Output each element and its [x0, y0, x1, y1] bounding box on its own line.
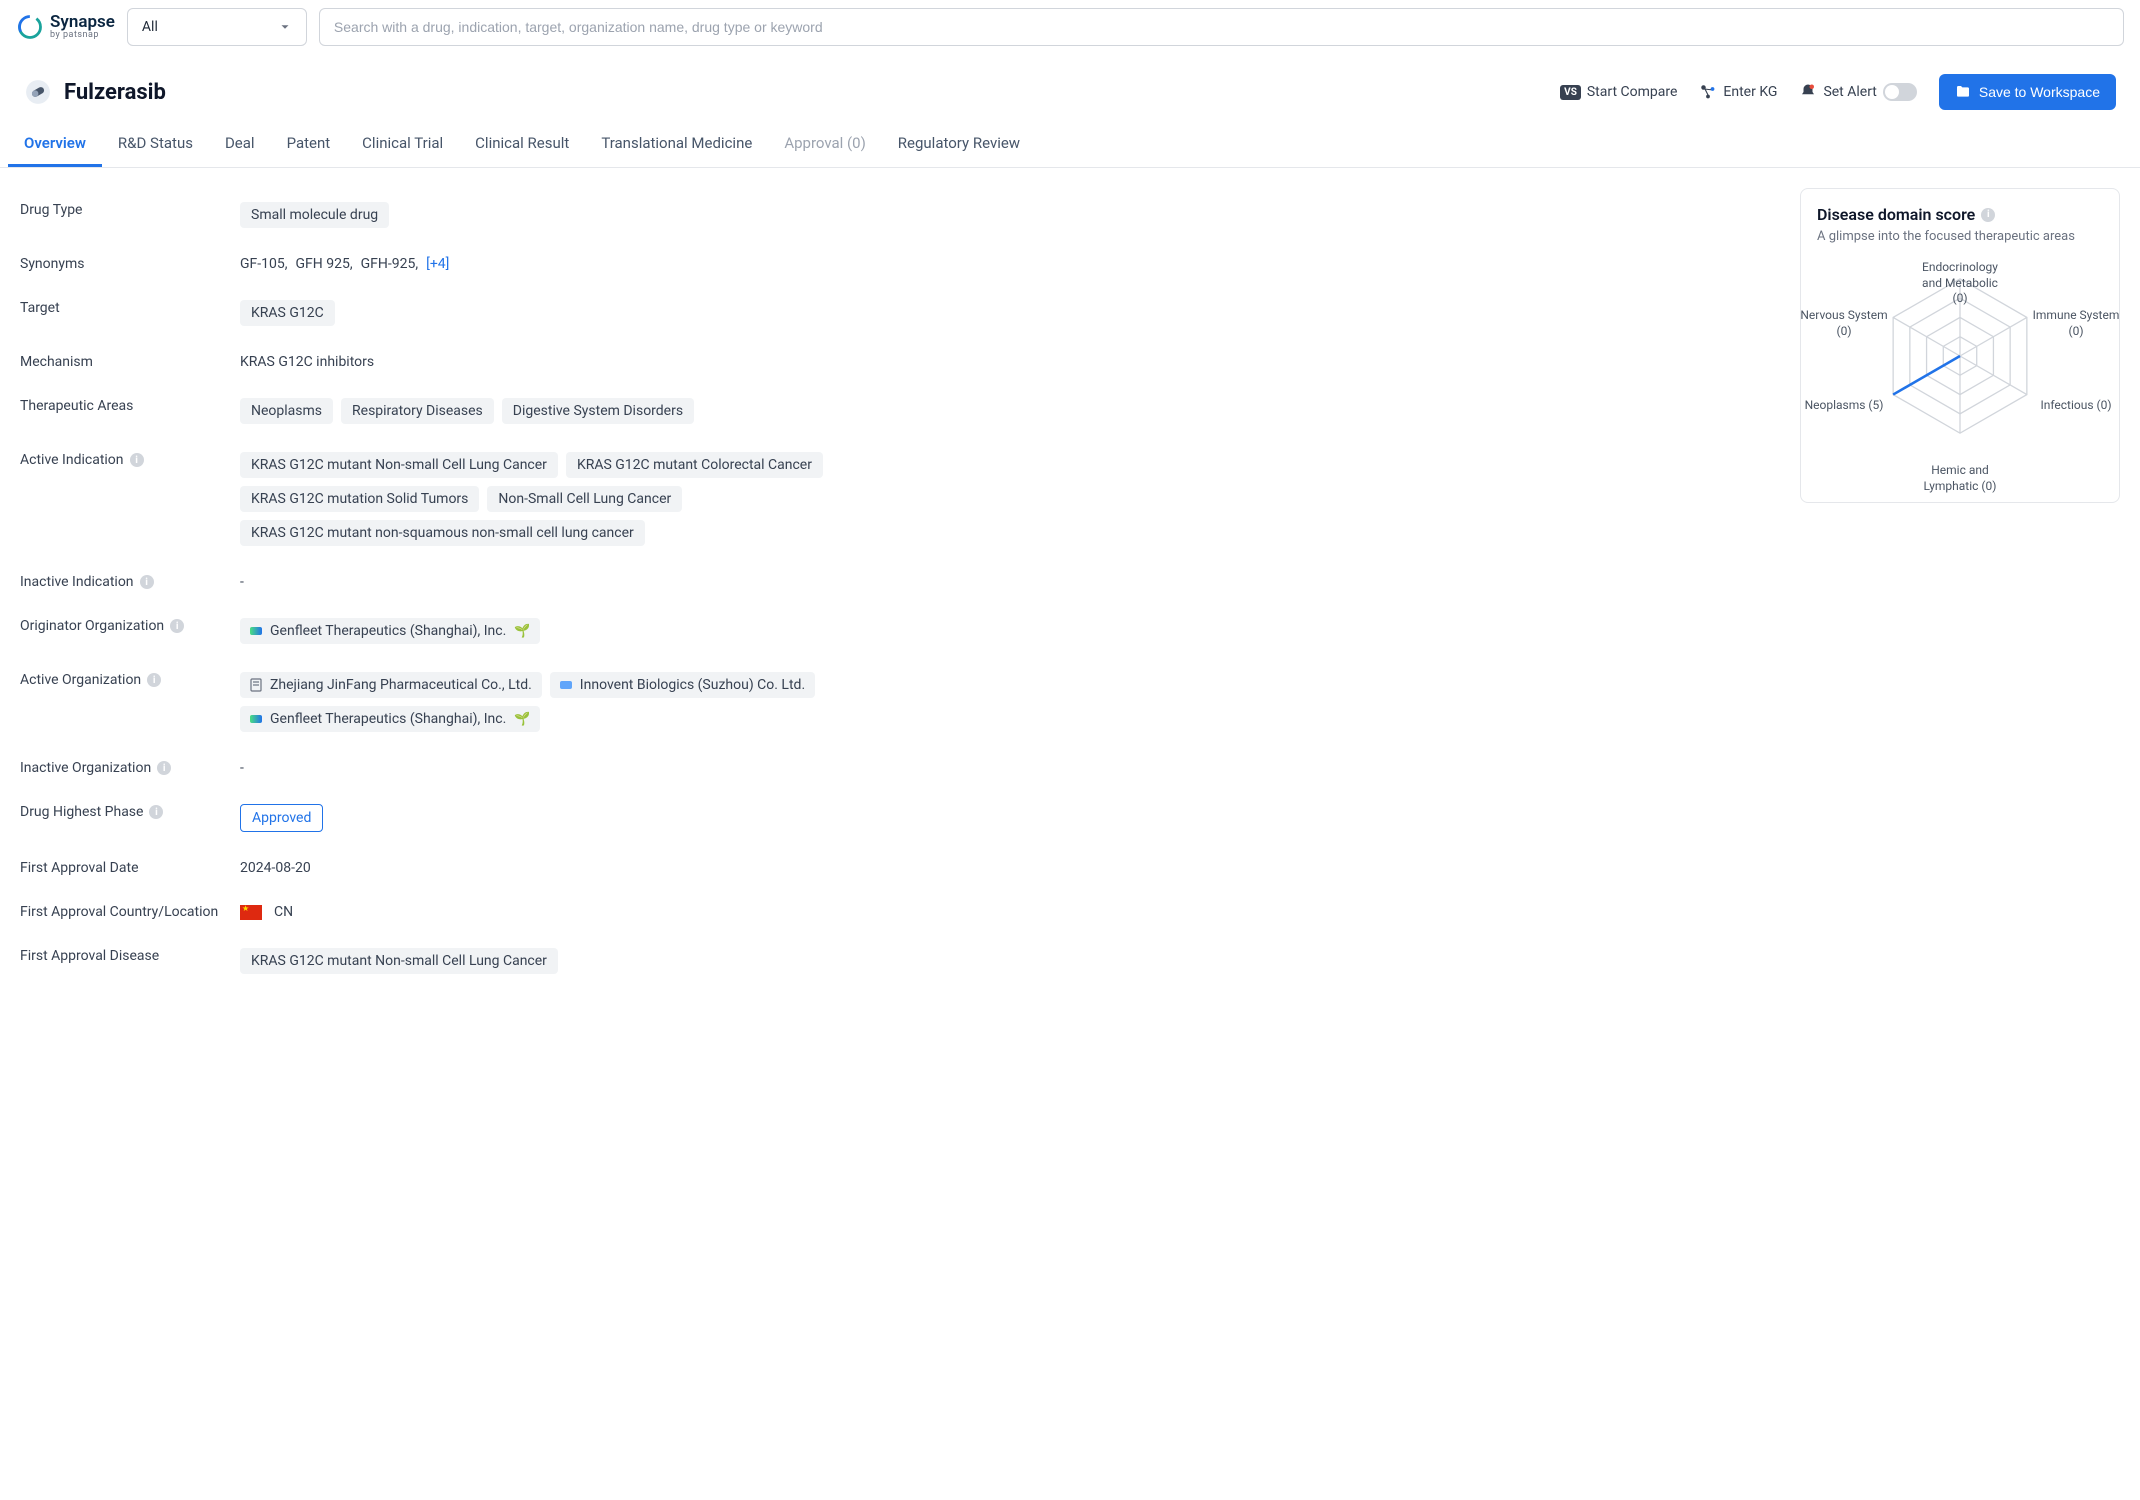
radar-axis-label: Neoplasms (5) — [1799, 398, 1889, 414]
drug-type-tag[interactable]: Small molecule drug — [240, 202, 389, 228]
disease-domain-card: Disease domain score i A glimpse into th… — [1800, 188, 2120, 503]
phase-badge[interactable]: Approved — [240, 804, 323, 832]
synonym: GFH 925, — [296, 256, 353, 272]
mechanism-text: KRAS G12C inhibitors — [240, 354, 374, 370]
set-alert-button[interactable]: Set Alert — [1799, 83, 1916, 101]
indication-tag[interactable]: KRAS G12C mutant Colorectal Cancer — [566, 452, 823, 478]
label-first-approval-date: First Approval Date — [20, 860, 240, 876]
info-icon[interactable]: i — [149, 805, 163, 819]
org-tag[interactable]: Genfleet Therapeutics (Shanghai), Inc. 🌱 — [240, 706, 540, 732]
first-approval-country: CN — [274, 904, 293, 920]
target-tag[interactable]: KRAS G12C — [240, 300, 335, 326]
search-input[interactable] — [319, 8, 2124, 46]
label-originator-org: Originator Organizationi — [20, 618, 240, 634]
search-scope-value: All — [142, 19, 158, 35]
indication-tag[interactable]: KRAS G12C mutant Non-small Cell Lung Can… — [240, 452, 558, 478]
info-icon[interactable]: i — [130, 453, 144, 467]
pill-icon — [24, 78, 52, 106]
enter-kg-button[interactable]: Enter KG — [1699, 83, 1777, 101]
synonym: GFH-925, — [361, 256, 419, 272]
org-tag[interactable]: Innovent Biologics (Suzhou) Co. Ltd. — [550, 672, 815, 698]
label-inactive-indication: Inactive Indicationi — [20, 574, 240, 590]
radar-chart: Endocrinology and Metabolic (0) Immune S… — [1817, 266, 2103, 486]
tab-clinical-result[interactable]: Clinical Result — [459, 122, 585, 167]
radar-axis-label: Nervous System (0) — [1799, 308, 1889, 339]
folder-icon — [1955, 84, 1971, 100]
label-drug-type: Drug Type — [20, 202, 240, 218]
label-first-approval-disease: First Approval Disease — [20, 948, 240, 964]
org-logo-icon — [560, 681, 572, 689]
start-compare-button[interactable]: VS Start Compare — [1560, 84, 1677, 100]
radar-axis-label: Immune System (0) — [2031, 308, 2121, 339]
tab-rd-status[interactable]: R&D Status — [102, 122, 209, 167]
radar-axis-label: Endocrinology and Metabolic (0) — [1915, 260, 2005, 307]
info-icon[interactable]: i — [170, 619, 184, 633]
inactive-indication-value: - — [240, 574, 244, 590]
label-highest-phase: Drug Highest Phasei — [20, 804, 240, 820]
tab-patent[interactable]: Patent — [271, 122, 347, 167]
label-synonyms: Synonyms — [20, 256, 240, 272]
org-logo-icon — [250, 627, 262, 635]
org-logo-icon — [250, 715, 262, 723]
logo-icon — [16, 13, 44, 41]
therapeutic-area-tag[interactable]: Neoplasms — [240, 398, 333, 424]
tabs-bar: Overview R&D Status Deal Patent Clinical… — [0, 122, 2140, 168]
tab-regulatory-review[interactable]: Regulatory Review — [882, 122, 1036, 167]
overview-panel: Drug Type Small molecule drug Synonyms G… — [20, 188, 1780, 988]
indication-tag[interactable]: Non-Small Cell Lung Cancer — [487, 486, 682, 512]
sidebar-title: Disease domain score — [1817, 205, 1975, 224]
label-first-approval-country: First Approval Country/Location — [20, 904, 240, 920]
therapeutic-area-tag[interactable]: Digestive System Disorders — [502, 398, 694, 424]
label-target: Target — [20, 300, 240, 316]
chevron-down-icon — [278, 20, 292, 34]
info-icon[interactable]: i — [140, 575, 154, 589]
tab-clinical-trial[interactable]: Clinical Trial — [346, 122, 459, 167]
info-icon[interactable]: i — [1981, 208, 1995, 222]
tab-overview[interactable]: Overview — [8, 122, 102, 167]
tab-translational-medicine[interactable]: Translational Medicine — [585, 122, 768, 167]
org-tag[interactable]: Genfleet Therapeutics (Shanghai), Inc. 🌱 — [240, 618, 540, 644]
therapeutic-area-tag[interactable]: Respiratory Diseases — [341, 398, 494, 424]
synonyms-more-link[interactable]: [+4] — [426, 256, 449, 272]
doc-icon — [250, 678, 262, 692]
label-inactive-org: Inactive Organizationi — [20, 760, 240, 776]
indication-tag[interactable]: KRAS G12C mutant non-squamous non-small … — [240, 520, 645, 546]
plant-icon: 🌱 — [514, 712, 530, 727]
save-to-workspace-button[interactable]: Save to Workspace — [1939, 74, 2116, 110]
first-approval-disease-tag[interactable]: KRAS G12C mutant Non-small Cell Lung Can… — [240, 948, 558, 974]
label-active-indication: Active Indicationi — [20, 452, 240, 468]
logo-name: Synapse — [50, 14, 115, 31]
graph-icon — [1699, 83, 1717, 101]
radar-axis-label: Hemic and Lymphatic (0) — [1915, 463, 2005, 494]
alert-toggle[interactable] — [1883, 83, 1917, 101]
info-icon[interactable]: i — [157, 761, 171, 775]
logo-sub: by patsnap — [50, 31, 115, 40]
first-approval-date: 2024-08-20 — [240, 860, 311, 876]
page-title: Fulzerasib — [64, 80, 166, 105]
label-mechanism: Mechanism — [20, 354, 240, 370]
logo[interactable]: Synapse by patsnap — [16, 13, 115, 41]
flag-cn-icon — [240, 905, 262, 920]
search-scope-select[interactable]: All — [127, 8, 307, 46]
sidebar-subtitle: A glimpse into the focused therapeutic a… — [1817, 228, 2103, 246]
synonym: GF-105, — [240, 256, 288, 272]
indication-tag[interactable]: KRAS G12C mutation Solid Tumors — [240, 486, 479, 512]
label-active-org: Active Organizationi — [20, 672, 240, 688]
plant-icon: 🌱 — [514, 624, 530, 639]
org-tag[interactable]: Zhejiang JinFang Pharmaceutical Co., Ltd… — [240, 672, 542, 698]
bell-icon — [1799, 83, 1817, 101]
tab-deal[interactable]: Deal — [209, 122, 271, 167]
tab-approval[interactable]: Approval (0) — [768, 122, 881, 167]
inactive-org-value: - — [240, 760, 244, 776]
info-icon[interactable]: i — [147, 673, 161, 687]
radar-axis-label: Infectious (0) — [2031, 398, 2121, 414]
label-therapeutic-areas: Therapeutic Areas — [20, 398, 240, 414]
vs-icon: VS — [1560, 85, 1581, 100]
